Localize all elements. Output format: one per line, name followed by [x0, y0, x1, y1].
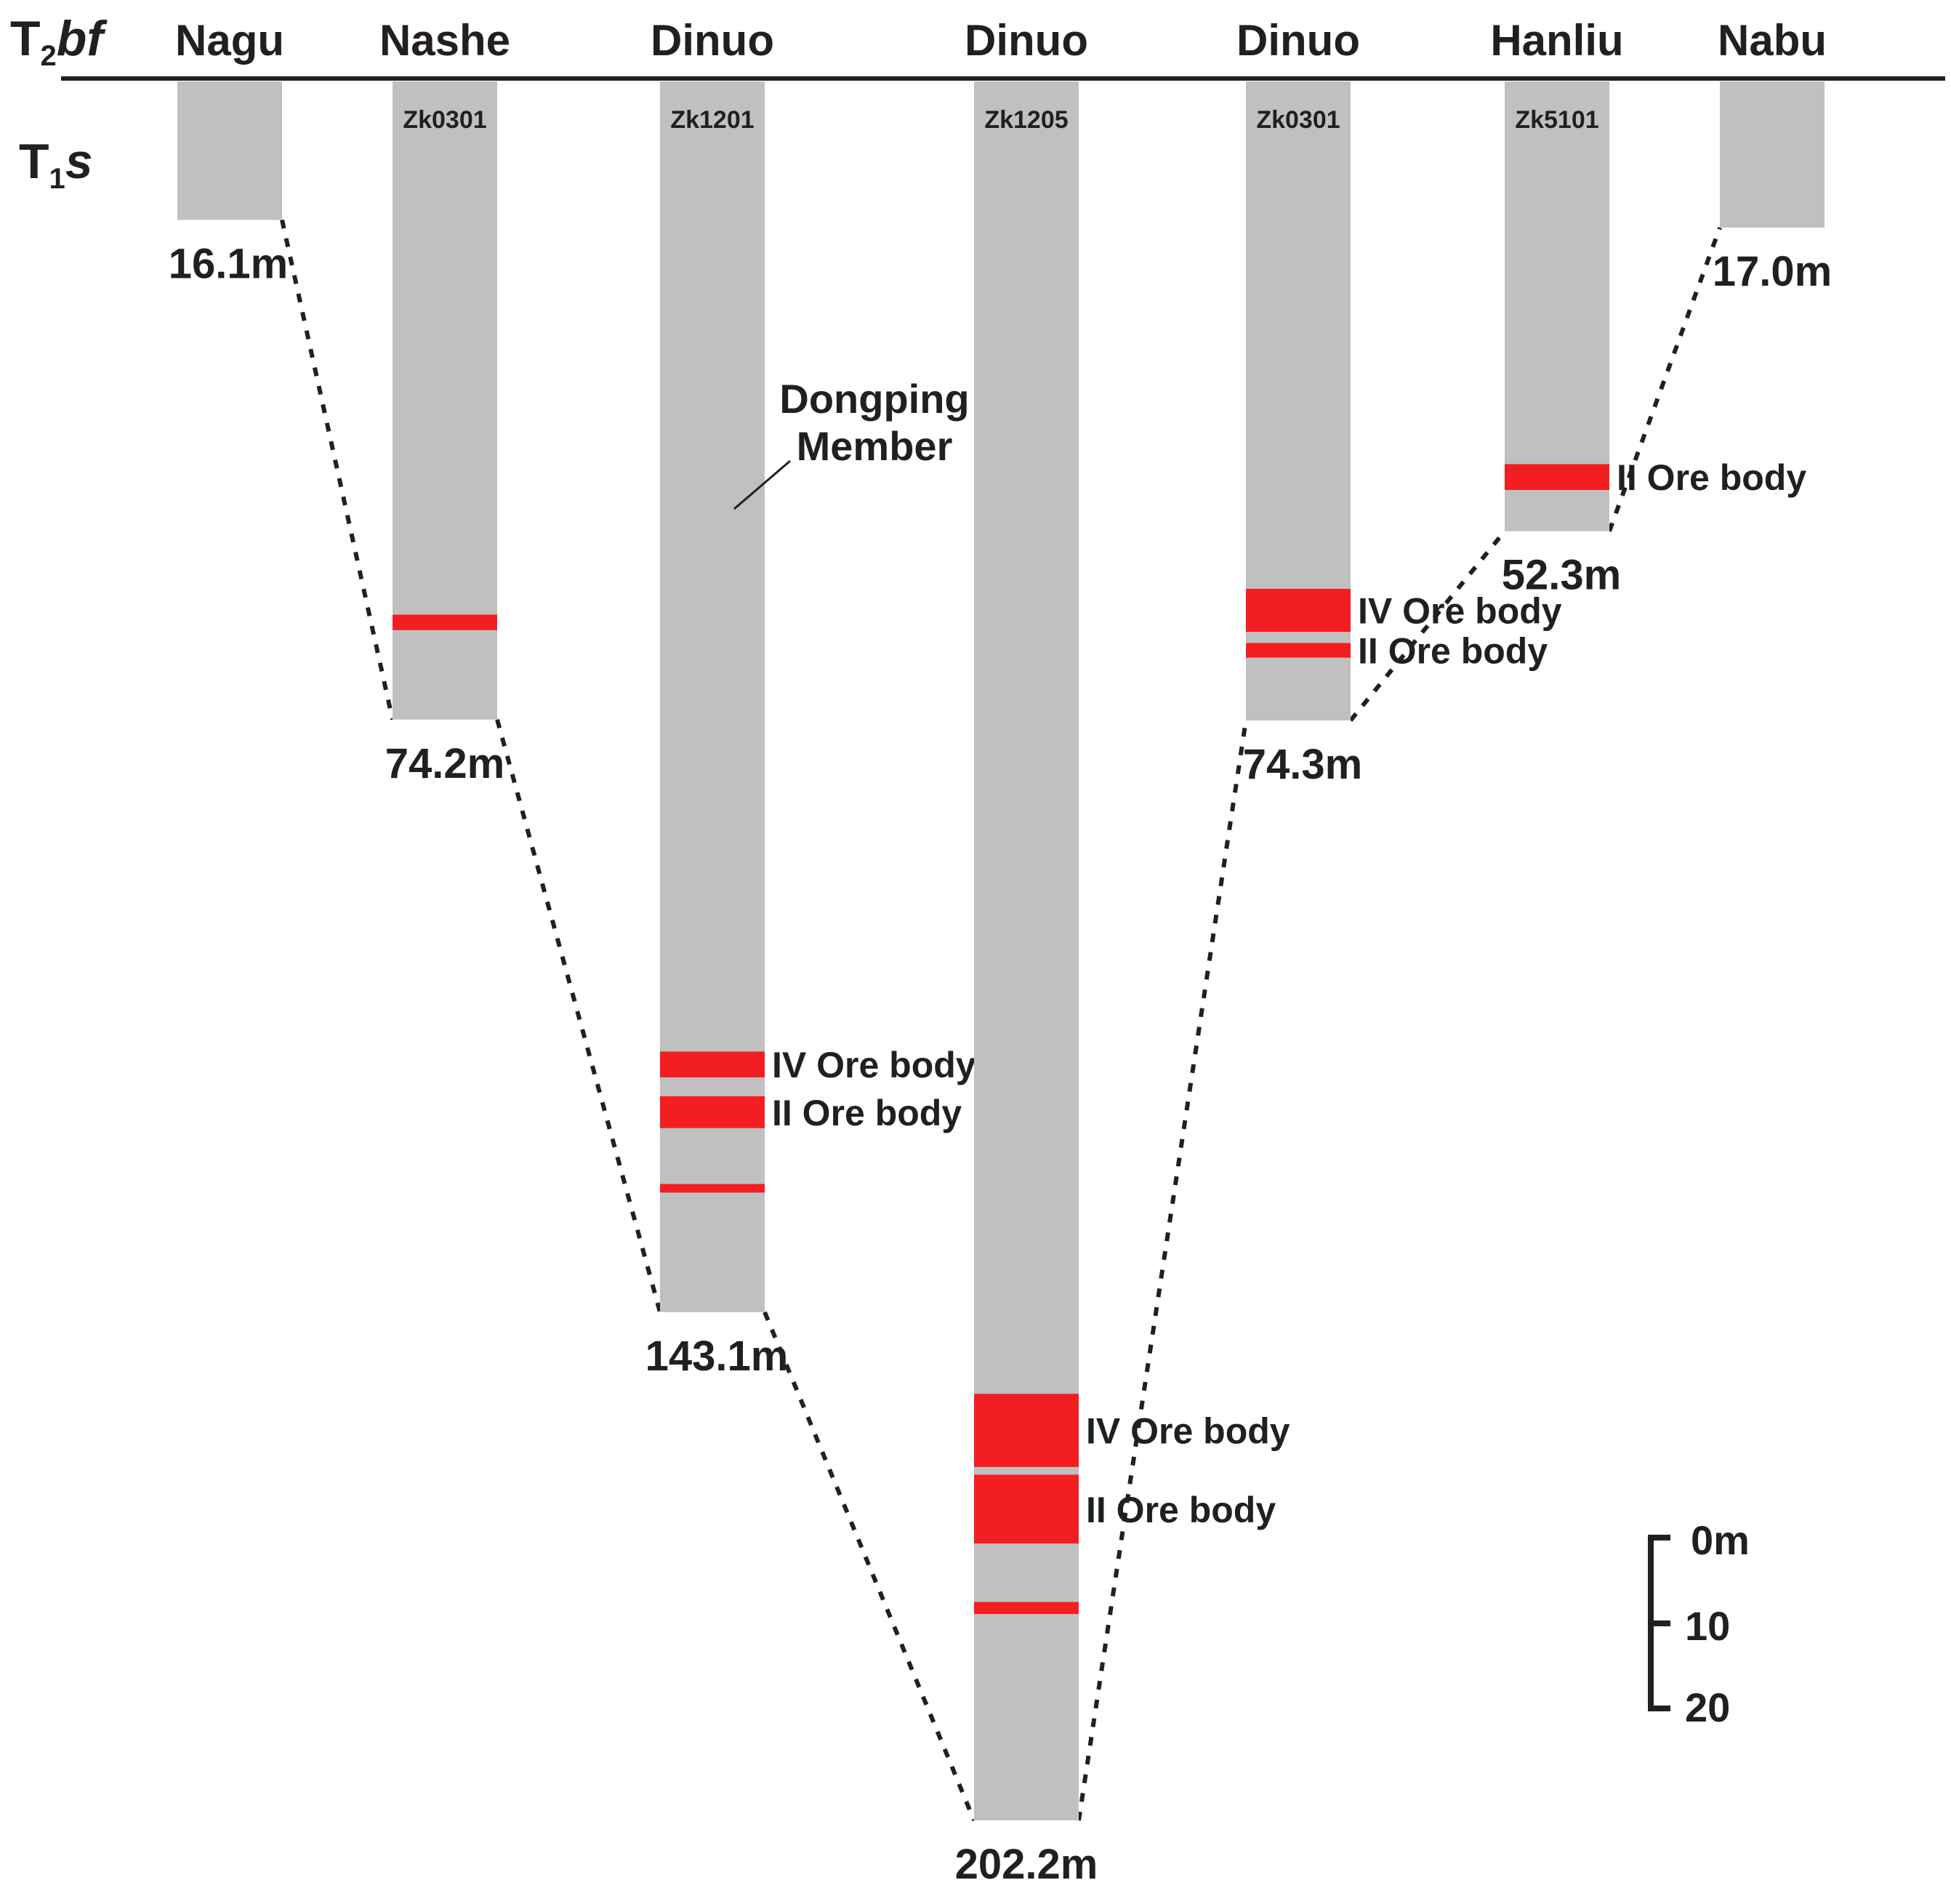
ore-body-label: II Ore body — [1358, 631, 1548, 672]
ore-body-label: IV Ore body — [1086, 1411, 1290, 1452]
correlation-dashed-line — [1348, 529, 1507, 722]
scale-bar: 0m 10 20 — [1648, 1517, 1750, 1730]
thickness-label: 74.3m — [1243, 741, 1362, 788]
column-body — [393, 81, 497, 720]
ore-body-label: IV Ore body — [1358, 591, 1562, 632]
column-body — [974, 81, 1079, 1821]
thickness-label: 52.3m — [1502, 552, 1621, 599]
correlation-dashed-line — [1607, 227, 1722, 532]
correlation-dashed-line — [763, 1311, 976, 1822]
locality-label: Dinuo — [651, 16, 774, 65]
thickness-label: 143.1m — [645, 1333, 789, 1380]
ore-body-layer — [660, 1096, 765, 1128]
member-label-line1: Dongping — [779, 376, 969, 422]
drill-column: Nabu 17.0m — [1713, 16, 1832, 295]
ore-body-label: II Ore body — [772, 1093, 962, 1133]
scale-label-20: 20 — [1685, 1684, 1730, 1730]
drill-hole-label: Zk1205 — [984, 106, 1068, 134]
ore-body-layer — [1505, 464, 1609, 490]
ore-body-layer — [660, 1184, 765, 1193]
locality-label: Hanliu — [1490, 16, 1623, 65]
member-label-line2: Member — [797, 423, 953, 469]
ore-body-layer — [974, 1602, 1079, 1615]
column-body — [177, 81, 282, 220]
ore-body-layer — [1246, 588, 1351, 632]
locality-label: Nagu — [175, 16, 284, 65]
stratum-label-lower: T1s — [19, 134, 93, 195]
ore-body-layer — [974, 1474, 1079, 1544]
column-body — [1505, 81, 1609, 531]
scale-label-10: 10 — [1685, 1603, 1730, 1649]
locality-label: Nashe — [379, 16, 510, 65]
correlation-dashed-line — [280, 219, 395, 720]
correlation-dashed-line — [495, 718, 662, 1313]
ore-body-layer — [1246, 643, 1351, 658]
thickness-label: 17.0m — [1713, 248, 1832, 295]
drill-column: Nashe Zk0301 74.2m — [379, 16, 510, 787]
ore-body-layer — [660, 1051, 765, 1077]
ore-body-label: II Ore body — [1086, 1490, 1276, 1530]
ore-body-label: II Ore body — [1617, 457, 1806, 498]
drill-hole-label: Zk5101 — [1515, 106, 1598, 134]
thickness-label: 74.2m — [385, 740, 504, 787]
drill-hole-label: Zk0301 — [403, 106, 486, 134]
drill-hole-label: Zk0301 — [1256, 106, 1340, 134]
locality-label: Nabu — [1718, 16, 1827, 65]
column-body — [1720, 81, 1825, 228]
thickness-label: 16.1m — [169, 240, 288, 287]
locality-label: Dinuo — [1236, 16, 1360, 65]
scale-label-0: 0m — [1691, 1517, 1750, 1563]
drill-column: IV Ore body II Ore body Dinuo Zk1205 202.2m — [955, 16, 1290, 1888]
correlation-lines — [280, 219, 1722, 1822]
thickness-label: 202.2m — [955, 1841, 1098, 1888]
drill-column: II Ore body Hanliu Zk5101 52.3m — [1490, 16, 1806, 599]
drill-column: Nagu 16.1m — [169, 16, 288, 287]
ore-body-layer — [393, 614, 497, 630]
ore-body-layer — [974, 1394, 1079, 1467]
stratum-label-upper: T2bf — [10, 11, 108, 72]
drill-column: IV Ore body II Ore body Dinuo Zk1201 143.1m — [645, 16, 976, 1380]
correlation-dashed-line — [1077, 720, 1248, 1821]
member-leader-line — [733, 459, 791, 510]
ore-body-label: IV Ore body — [772, 1045, 976, 1085]
drill-hole-label: Zk1201 — [670, 106, 754, 134]
locality-label: Dinuo — [965, 16, 1088, 65]
